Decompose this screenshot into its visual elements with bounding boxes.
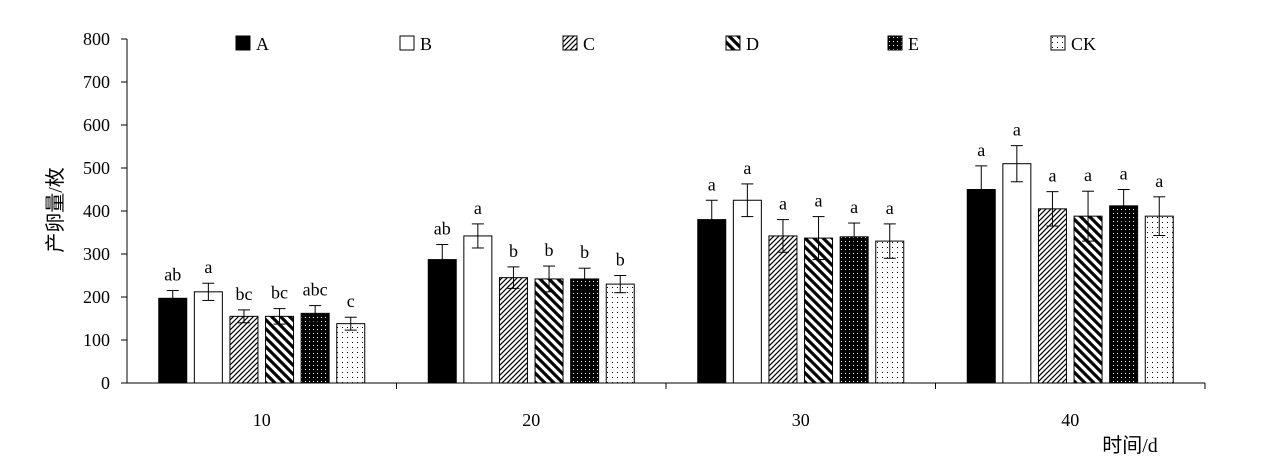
- y-tick-label: 0: [101, 373, 110, 393]
- significance-label: ab: [434, 219, 451, 239]
- bar: [875, 240, 905, 384]
- significance-label: a: [977, 140, 985, 160]
- significance-label: a: [779, 194, 787, 214]
- significance-label: a: [1155, 171, 1163, 191]
- legend-swatch: [725, 35, 741, 51]
- x-tick-label: 30: [792, 410, 810, 430]
- bar: [1037, 208, 1067, 384]
- bar: [1109, 205, 1139, 384]
- legend-swatch: [399, 35, 415, 51]
- significance-label: a: [1013, 120, 1021, 140]
- significance-label: abc: [303, 280, 328, 300]
- y-tick-label: 500: [83, 158, 110, 178]
- x-tick-label: 10: [253, 410, 271, 430]
- bar: [605, 283, 635, 384]
- bar: [193, 291, 223, 384]
- significance-label: b: [509, 241, 518, 261]
- bar: [1073, 215, 1103, 384]
- x-axis-label: 时间/d: [1102, 434, 1158, 457]
- legend: A B C D E CK: [235, 34, 1096, 54]
- bar: [839, 236, 869, 384]
- legend-label: A: [256, 34, 269, 54]
- bar: [1002, 163, 1032, 384]
- significance-label: a: [474, 198, 482, 218]
- legend-label: B: [420, 34, 432, 54]
- bar: [158, 297, 188, 384]
- legend-label: C: [583, 34, 595, 54]
- significance-label: b: [616, 250, 625, 270]
- bar: [498, 277, 528, 384]
- legend-label: D: [746, 34, 759, 54]
- significance-label: a: [815, 191, 823, 211]
- significance-label: b: [545, 240, 554, 260]
- x-tick-label: 40: [1061, 410, 1079, 430]
- significance-label: a: [743, 158, 751, 178]
- y-tick-label: 800: [83, 29, 110, 49]
- significance-label: a: [1084, 165, 1092, 185]
- significance-label: bc: [271, 283, 288, 303]
- significance-label: bc: [235, 284, 252, 304]
- y-tick-label: 400: [83, 201, 110, 221]
- bar: [804, 237, 834, 384]
- bar: [534, 278, 564, 384]
- bar: [229, 315, 259, 384]
- y-tick-label: 700: [83, 72, 110, 92]
- significance-label: a: [204, 257, 212, 277]
- bar: [732, 199, 762, 384]
- significance-label: a: [708, 174, 716, 194]
- significance-label: a: [1048, 166, 1056, 186]
- bar: [300, 312, 330, 384]
- bar: [966, 189, 996, 384]
- bar: [570, 278, 600, 384]
- significance-label: b: [580, 242, 589, 262]
- y-tick-label: 100: [83, 330, 110, 350]
- significance-label: a: [850, 197, 858, 217]
- bar: [427, 259, 457, 384]
- y-tick-label: 600: [83, 115, 110, 135]
- legend-swatch: [235, 35, 251, 51]
- legend-swatch: [562, 35, 578, 51]
- x-tick-label: 20: [522, 410, 540, 430]
- bar: [463, 235, 493, 384]
- bar: [336, 323, 366, 384]
- legend-label: CK: [1071, 34, 1096, 54]
- y-axis-label: 产卵量/枚: [44, 167, 67, 253]
- y-tick-label: 300: [83, 244, 110, 264]
- legend-swatch: [887, 35, 903, 51]
- bar: [265, 315, 295, 384]
- bar: [1144, 215, 1174, 384]
- legend-label: E: [908, 34, 919, 54]
- y-tick-label: 200: [83, 287, 110, 307]
- significance-label: ab: [164, 265, 181, 285]
- bar: [768, 235, 798, 384]
- significance-label: a: [886, 198, 894, 218]
- significance-label: c: [347, 291, 355, 311]
- axes: 0 100 200 300 400 500 600 700 800 10 20 30 40: [83, 29, 1206, 430]
- bar: [697, 219, 727, 384]
- significance-label: a: [1120, 164, 1128, 184]
- legend-swatch: [1050, 35, 1066, 51]
